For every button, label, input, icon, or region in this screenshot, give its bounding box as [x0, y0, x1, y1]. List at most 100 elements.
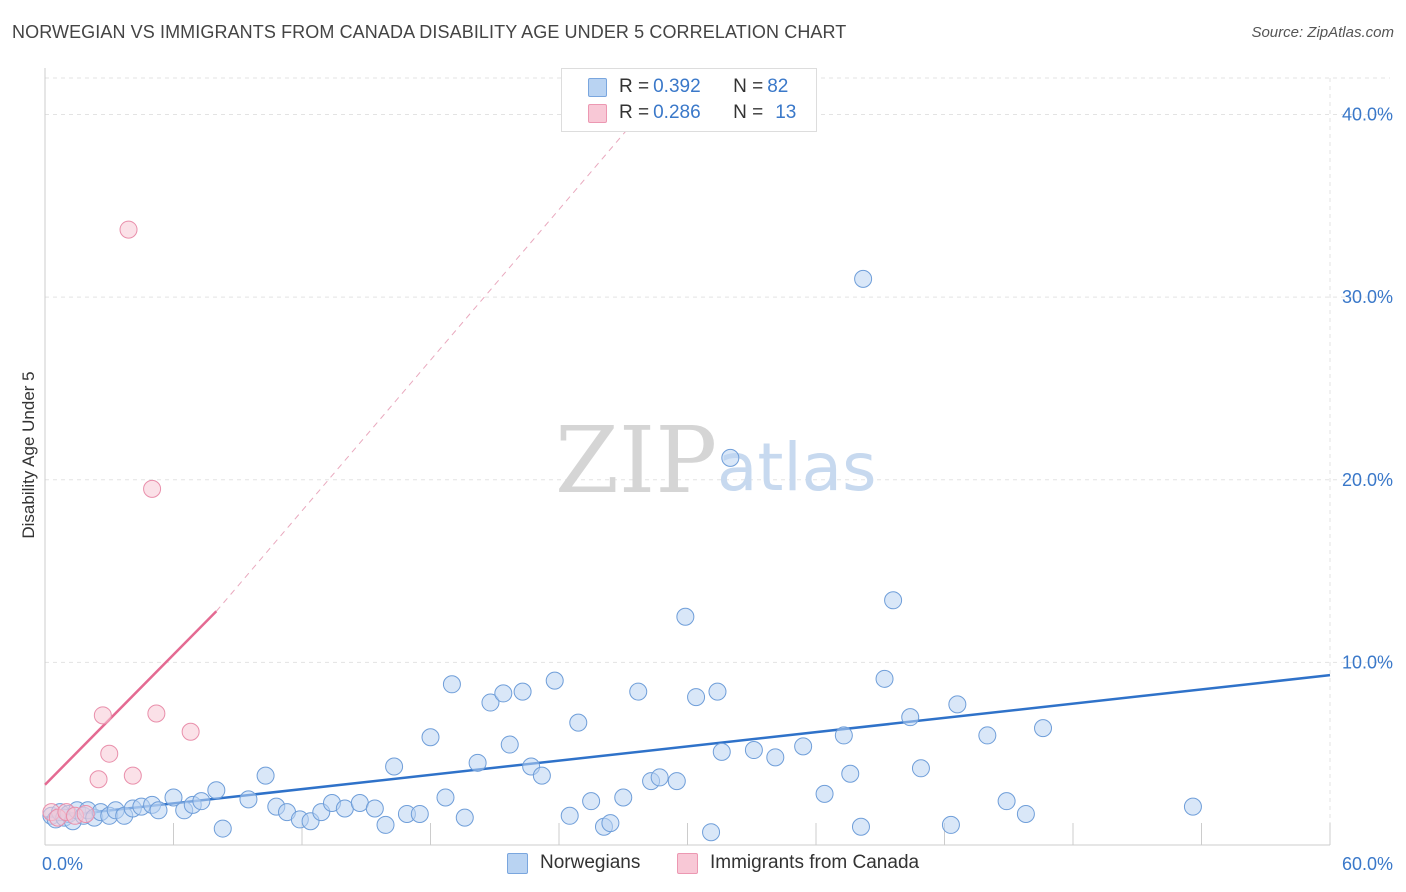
y-tick-label: 30.0% [1342, 287, 1393, 307]
data-point-norwegians [365, 799, 384, 818]
x-tick-label: 60.0% [1342, 854, 1393, 874]
data-point-norwegians [192, 792, 211, 811]
trend-layer [44, 108, 1331, 819]
data-point-immigrants [181, 722, 200, 741]
data-point-norwegians [582, 792, 601, 811]
trendline-norwegians [44, 673, 1331, 819]
legend-swatch-blue [588, 77, 607, 97]
data-point-immigrants [143, 479, 162, 498]
data-point-norwegians [766, 748, 785, 767]
data-point-norwegians [545, 671, 564, 690]
watermark-zip: ZIP [555, 407, 717, 514]
data-point-norwegians [442, 675, 461, 694]
data-point-norwegians [708, 682, 727, 701]
data-point-norwegians [455, 808, 474, 827]
data-point-norwegians [676, 607, 695, 626]
data-point-norwegians [421, 728, 440, 747]
data-point-immigrants [119, 220, 138, 239]
data-point-norwegians [941, 815, 960, 834]
points-layer [42, 220, 1202, 842]
data-point-norwegians [376, 815, 395, 834]
data-point-norwegians [468, 753, 487, 772]
data-point-norwegians [841, 764, 860, 783]
data-point-norwegians [721, 448, 740, 467]
legend-swatch-pink [588, 103, 607, 123]
legend-row-norwegians: R = 0.392 N = 82 [588, 76, 788, 98]
data-point-norwegians [410, 804, 429, 823]
watermark-atlas: atlas [717, 429, 877, 506]
data-point-norwegians [687, 688, 706, 707]
data-point-immigrants [76, 804, 95, 823]
bottom-legend-label: Immigrants from Canada [710, 852, 920, 873]
legend-n-label: N = [733, 102, 764, 123]
y-tick-label: 20.0% [1342, 470, 1393, 490]
data-point-norwegians [560, 806, 579, 825]
data-point-norwegians [901, 708, 920, 727]
data-point-norwegians [744, 741, 763, 760]
data-point-immigrants [123, 766, 142, 785]
bottom-legend-norwegians: Norwegians [507, 852, 640, 874]
data-point-norwegians [834, 726, 853, 745]
legend-r-value: 0.392 [653, 76, 701, 97]
data-point-norwegians [614, 788, 633, 807]
data-point-norwegians [239, 790, 258, 809]
bottom-legend-label: Norwegians [540, 852, 641, 873]
bottom-swatch-pink [677, 852, 698, 874]
data-point-norwegians [481, 693, 500, 712]
data-point-norwegians [997, 792, 1016, 811]
data-point-norwegians [207, 781, 226, 800]
legend-r-label: R = [619, 76, 650, 97]
trendline-immigrants [44, 610, 218, 786]
data-point-norwegians [875, 669, 894, 688]
data-point-norwegians [500, 735, 519, 754]
data-point-norwegians [629, 682, 648, 701]
data-point-norwegians [494, 684, 513, 703]
data-point-norwegians [1016, 804, 1035, 823]
data-point-norwegians [256, 766, 275, 785]
stats-legend: R = 0.392 N = 82 R = 0.286 N = 13 [561, 68, 817, 132]
data-point-norwegians [1183, 797, 1202, 816]
data-point-norwegians [335, 799, 354, 818]
legend-r-label: R = [619, 102, 650, 123]
axes-layer: 10.0% 20.0% 30.0% 40.0% 0.0% 60.0% [42, 68, 1393, 874]
data-point-norwegians [884, 591, 903, 610]
data-point-immigrants [89, 770, 108, 789]
data-point-norwegians [601, 814, 620, 833]
data-point-norwegians [948, 695, 967, 714]
bottom-swatch-blue [507, 852, 528, 874]
bottom-legend-immigrants: Immigrants from Canada [677, 852, 919, 874]
data-point-norwegians [815, 784, 834, 803]
data-point-norwegians [569, 713, 588, 732]
y-axis-label: Disability Age Under 5 [19, 371, 38, 538]
data-point-immigrants [147, 704, 166, 723]
data-point-norwegians [712, 742, 731, 761]
data-point-norwegians [532, 766, 551, 785]
data-point-norwegians [1034, 719, 1053, 738]
data-point-immigrants [100, 744, 119, 763]
data-point-norwegians [854, 269, 873, 288]
data-point-norwegians [213, 819, 232, 838]
legend-n-value: 13 [775, 102, 797, 123]
data-point-norwegians [149, 801, 168, 820]
trendline-immigrants-extension [215, 108, 646, 612]
y-tick-label: 10.0% [1342, 652, 1393, 672]
data-point-norwegians [650, 768, 669, 787]
data-point-norwegians [164, 788, 183, 807]
data-point-norwegians [667, 772, 686, 791]
data-point-norwegians [851, 817, 870, 836]
data-point-norwegians [385, 757, 404, 776]
legend-n-label: N = [733, 76, 764, 97]
legend-row-immigrants: R = 0.286 N = 13 [588, 102, 796, 124]
data-point-norwegians [911, 759, 930, 778]
data-point-norwegians [978, 726, 997, 745]
chart-title: NORWEGIAN VS IMMIGRANTS FROM CANADA DISA… [12, 22, 847, 42]
watermark: ZIP atlas [555, 407, 877, 514]
data-point-norwegians [436, 788, 455, 807]
data-point-norwegians [350, 793, 369, 812]
data-point-norwegians [702, 823, 721, 842]
source-credit: Source: ZipAtlas.com [1251, 24, 1394, 41]
legend-r-value: 0.286 [653, 102, 701, 123]
data-point-norwegians [794, 737, 813, 756]
data-point-norwegians [513, 682, 532, 701]
